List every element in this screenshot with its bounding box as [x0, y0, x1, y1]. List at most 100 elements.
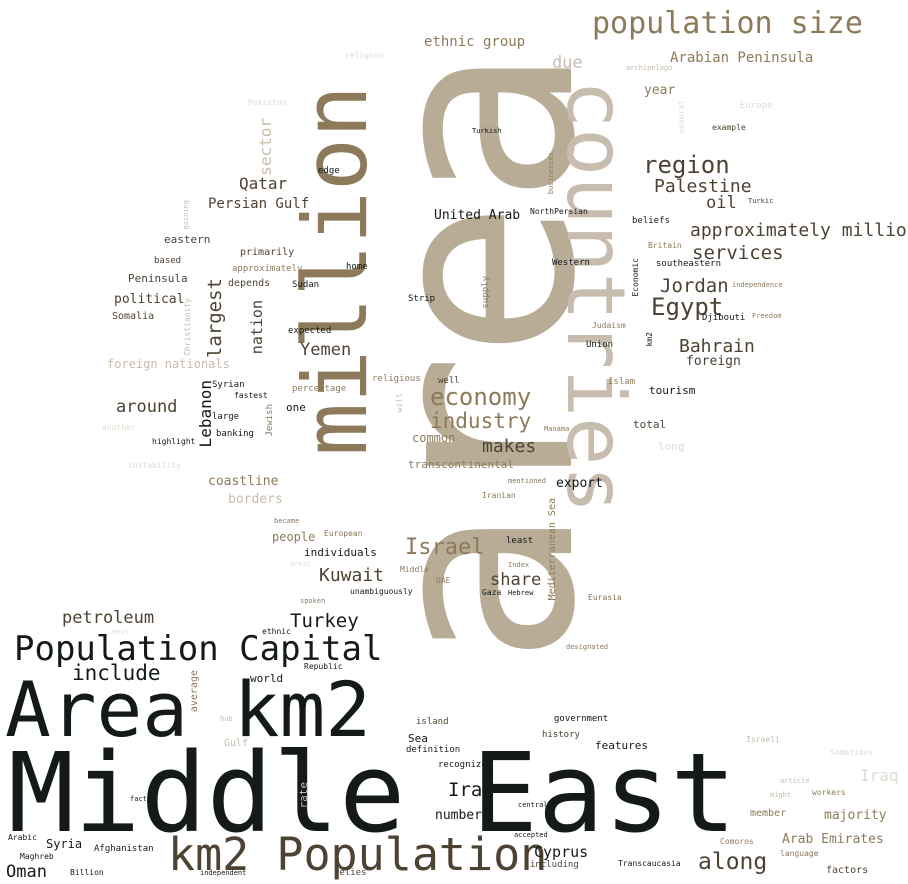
word-approximately: approximately	[232, 264, 303, 274]
word-individuals: individuals	[304, 546, 377, 559]
word-britain: Britain	[648, 241, 682, 250]
word-turkey: Turkey	[290, 610, 359, 632]
word-middle-east: Middle East	[8, 729, 737, 857]
word-djibouti: Djibouti	[702, 313, 746, 323]
word-union: Union	[586, 340, 614, 350]
word-one: one	[286, 401, 306, 414]
word-cyprus: Cyprus	[534, 843, 589, 861]
word-index: Index	[508, 561, 530, 569]
word-arabian-peninsula: Arabian Peninsula	[670, 50, 814, 66]
word-israeli: Israeli	[746, 735, 780, 744]
word-people: people	[272, 530, 316, 544]
word-political: political	[114, 292, 185, 307]
word-will: will	[395, 393, 404, 413]
word-next: next	[112, 628, 129, 636]
word-independence: independence	[732, 281, 783, 289]
word-area-km2: Area km2	[5, 665, 372, 754]
word-european: European	[324, 529, 363, 538]
word-makes: makes	[482, 436, 537, 457]
word-year: year	[644, 83, 676, 98]
word-businesses: businesses	[547, 152, 555, 195]
word-language: language	[780, 849, 819, 858]
word-km2-small: km2	[645, 332, 654, 347]
word-around: around	[116, 397, 178, 417]
word-syria: Syria	[46, 837, 83, 851]
word-home: home	[346, 262, 368, 272]
word-kuwait: Kuwait	[319, 565, 385, 586]
word-freedom: Freedom	[752, 312, 782, 320]
word-ethnic: ethnic	[262, 627, 291, 636]
word-maghreb: Maghreb	[20, 852, 54, 861]
word-expected: expected	[288, 326, 332, 336]
word-region: region	[643, 151, 730, 179]
word-somalia: Somalia	[112, 311, 155, 322]
word-based: based	[154, 256, 182, 266]
word-common: common	[412, 431, 456, 445]
word-eurasia: Eurasia	[588, 593, 622, 602]
word-beliefs: beliefs	[632, 216, 670, 226]
word-economic: Economic	[631, 258, 640, 297]
word-yemen: Yemen	[300, 340, 352, 360]
word-spoken: spoken	[300, 597, 326, 605]
word-central: central	[518, 801, 548, 809]
word-manama: Manama	[544, 425, 570, 433]
word-pakistan: Pakistan	[248, 98, 287, 107]
word-judaism: Judaism	[592, 321, 626, 330]
word-israel: Israel	[405, 535, 485, 560]
word-world: world	[250, 672, 284, 685]
word-definition: definition	[406, 745, 461, 755]
word-syrian: Syrian	[212, 380, 245, 390]
word-became: became	[274, 517, 300, 525]
word-afghanistan: Afghanistan	[94, 844, 154, 854]
word-island: island	[416, 717, 449, 727]
word-hub: hub	[220, 715, 233, 723]
word-archipelago: archipelago	[626, 64, 673, 72]
word-islam: Islam	[608, 377, 636, 387]
word-depends: depends	[228, 278, 271, 289]
word-foreign: foreign	[686, 354, 741, 369]
word-accepted: accepted	[514, 831, 548, 839]
word-government: government	[554, 714, 609, 724]
word-might: might	[770, 791, 792, 799]
word-banking: banking	[216, 429, 254, 439]
word-tourism: tourism	[649, 384, 696, 397]
word-fact: fact	[130, 795, 147, 803]
word-largest: largest	[204, 278, 226, 359]
word-southeastern: southeastern	[656, 259, 722, 269]
word-well: well	[438, 376, 460, 386]
word-member: member	[750, 808, 787, 819]
word-jewish: Jewish	[265, 404, 275, 437]
word-services: services	[692, 242, 784, 264]
word-egypt: Egypt	[651, 293, 724, 321]
word-export: export	[556, 476, 603, 491]
word-comoros: Comoros	[720, 837, 754, 846]
word-foreign-nationals: foreign nationals	[107, 357, 230, 371]
word-total: total	[633, 418, 667, 431]
word-petroleum: petroleum	[62, 608, 155, 628]
word-oil: oil	[706, 193, 737, 213]
word-sea: Sea	[408, 732, 428, 745]
word-relies: relies	[334, 868, 367, 878]
word-large: large	[212, 412, 240, 422]
word-percentage: percentage	[292, 384, 347, 394]
word-primarily: primarily	[240, 247, 295, 258]
word-sudan: Sudan	[292, 280, 320, 290]
word-due: due	[552, 53, 583, 73]
word-several: several	[677, 100, 686, 134]
word-countries: countries	[549, 80, 642, 514]
word-arab-emirates: Arab Emirates	[782, 832, 884, 847]
word-long: long	[658, 440, 685, 453]
word-majority: majority	[824, 808, 887, 823]
word-iran: Iran	[448, 779, 494, 801]
word-factors: factors	[826, 865, 869, 876]
word-least: least	[506, 536, 534, 546]
word-united-arab: United Arab	[434, 208, 521, 223]
word-europe: Europe	[740, 101, 773, 111]
word-economy: economy	[430, 383, 532, 411]
word-fastest: fastest	[234, 391, 268, 400]
word-coastline: coastline	[208, 474, 279, 489]
word-great: Great	[290, 560, 312, 568]
word-nation: nation	[248, 300, 266, 355]
word-christianity: Christianity	[183, 298, 192, 356]
word-independent: independent	[200, 869, 247, 877]
